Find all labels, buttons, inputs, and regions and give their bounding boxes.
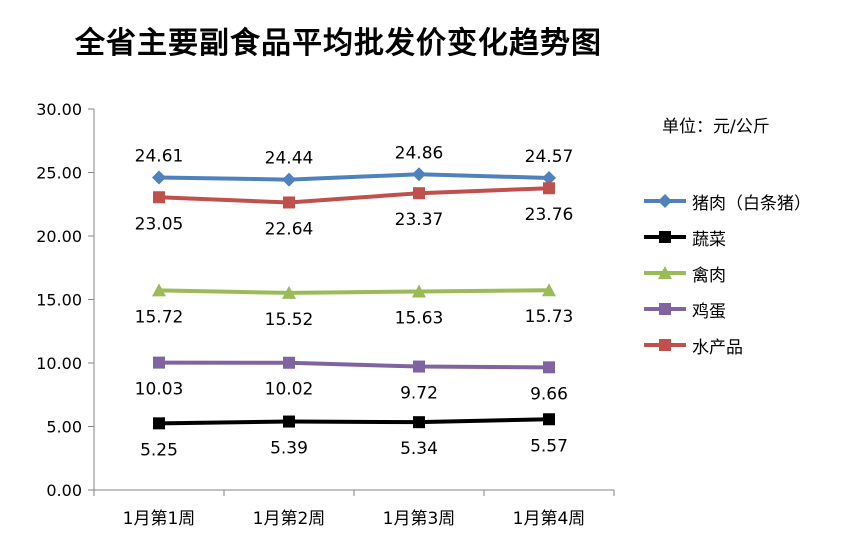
axes: 0.00 5.00 10.00 15.00 20.00 25.00 30.00 1月第1周 1月…	[36, 100, 615, 529]
data-point	[283, 415, 295, 428]
data-point	[543, 182, 555, 195]
legend-item: 猪肉（白条猪）	[642, 183, 811, 219]
y-tick-label: 0.00	[46, 481, 82, 500]
x-tick-label: 1月第1周	[123, 509, 196, 529]
legend-marker	[658, 266, 672, 279]
x-tick-label: 1月第2周	[253, 509, 326, 529]
data-label: 5.34	[400, 439, 438, 459]
data-label: 23.05	[135, 214, 184, 234]
chart-title: 全省主要副食品平均批发价变化趋势图	[75, 26, 602, 61]
data-label: 23.37	[395, 210, 444, 230]
data-point	[283, 356, 295, 369]
data-point	[152, 283, 166, 297]
data-point	[153, 191, 165, 204]
legend-item: 鸡蛋	[642, 291, 811, 327]
y-tick-label: 5.00	[46, 418, 82, 437]
data-label: 5.25	[140, 440, 178, 460]
data-label: 24.44	[265, 149, 314, 169]
y-tick-label: 10.00	[36, 354, 82, 373]
data-label: 15.63	[395, 308, 444, 328]
legend: 猪肉（白条猪） 蔬菜禽肉鸡蛋水产品	[642, 183, 811, 363]
series-lines	[158, 172, 550, 426]
data-point	[413, 187, 425, 200]
legend-label: 禽肉	[692, 265, 726, 286]
data-label: 24.61	[135, 146, 184, 166]
data-label: 24.57	[525, 147, 574, 167]
data-point	[153, 356, 165, 369]
data-point	[412, 284, 426, 298]
data-label: 9.72	[400, 384, 438, 404]
legend-marker	[659, 231, 671, 243]
data-point	[543, 361, 555, 374]
data-label: 5.39	[270, 439, 308, 459]
series-line	[158, 417, 550, 426]
legend-label: 蔬菜	[692, 229, 726, 250]
data-point	[413, 360, 425, 373]
legend-item: 蔬菜	[642, 219, 811, 255]
data-point	[152, 170, 166, 185]
legend-marker	[659, 303, 671, 315]
data-point	[543, 413, 555, 426]
data-label: 10.03	[135, 380, 184, 400]
data-labels: 24.61 24.44 24.86 24.57 5.25 5.39 5.34 5.57 15.7…	[135, 143, 574, 460]
data-point	[283, 196, 295, 209]
legend-label: 猪肉（白条猪）	[692, 193, 811, 214]
legend-swatch	[644, 339, 686, 351]
data-point	[542, 170, 556, 185]
y-tick-label: 15.00	[36, 291, 82, 310]
data-label: 15.73	[525, 307, 574, 327]
series-line	[158, 186, 550, 205]
data-point	[153, 417, 165, 430]
data-point	[282, 285, 296, 299]
y-tick-label: 20.00	[36, 227, 82, 246]
data-label: 10.02	[265, 380, 314, 400]
series-line	[158, 360, 550, 370]
x-tick-label: 1月第3周	[383, 509, 456, 529]
legend-item: 禽肉	[642, 255, 811, 291]
data-label: 15.72	[135, 307, 184, 327]
legend-swatch	[644, 194, 686, 208]
data-point	[542, 283, 556, 297]
legend-marker	[659, 339, 671, 351]
data-label: 24.86	[395, 143, 444, 163]
y-tick-label: 30.00	[36, 100, 82, 119]
data-point	[412, 167, 426, 182]
data-label: 22.64	[265, 219, 314, 239]
legend-swatch	[644, 266, 686, 279]
y-tick-label: 25.00	[36, 164, 82, 183]
series-line	[158, 288, 550, 295]
series-markers	[152, 167, 556, 430]
unit-label: 单位：元/公斤	[662, 117, 770, 137]
data-label: 23.76	[525, 205, 574, 225]
series-line	[158, 172, 550, 182]
legend-label: 鸡蛋	[692, 301, 726, 322]
legend-swatch	[644, 231, 686, 243]
legend-swatch	[644, 303, 686, 315]
data-label: 9.66	[530, 384, 568, 404]
data-label: 5.57	[530, 436, 568, 456]
legend-item: 水产品	[642, 327, 811, 363]
x-tick-label: 1月第4周	[513, 509, 586, 529]
legend-label: 水产品	[692, 337, 743, 358]
data-label: 15.52	[265, 310, 314, 330]
legend-marker	[658, 194, 672, 208]
data-point	[413, 416, 425, 429]
data-point	[282, 172, 296, 187]
